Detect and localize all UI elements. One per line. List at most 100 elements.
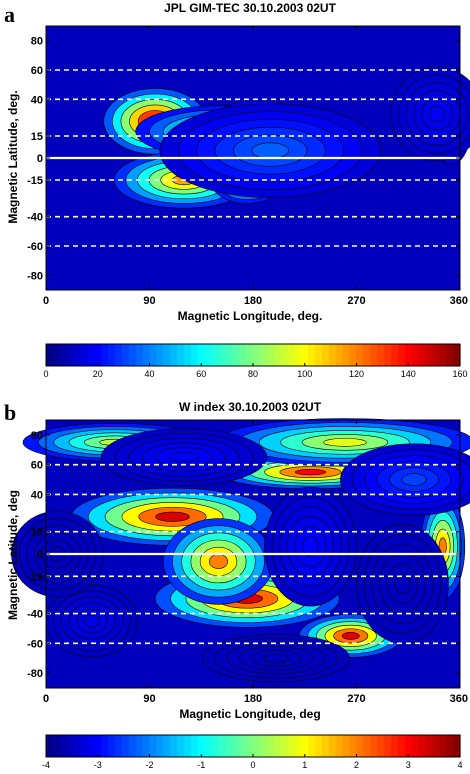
panel-b: b W index 30.10.2003 02UT 806040150-15-4…	[4, 400, 470, 770]
colorbar-segment	[384, 344, 392, 366]
colorbar-tick-label: 1	[302, 760, 307, 770]
colorbar-segment	[149, 344, 157, 366]
colorbar-segment	[135, 344, 144, 366]
contour-feature-3-level-5	[294, 469, 327, 476]
colorbar-tick-label: 2	[354, 760, 359, 770]
colorbar-tick-label: 140	[401, 369, 416, 379]
contour-feature-13-level-5	[302, 536, 319, 557]
x-tick-label: 270	[347, 693, 365, 705]
colorbar-segment	[163, 344, 171, 366]
colorbar-segment	[280, 735, 289, 757]
contour-feature-12-level-5	[401, 473, 427, 486]
colorbar-segment	[301, 735, 309, 757]
panel-b-plot: 80 60 40 15 0 -15 -40 -60 -80 0 90 180 270 360	[11, 418, 470, 705]
colorbar-segment	[87, 735, 95, 757]
panel-letter-a: a	[4, 2, 15, 27]
colorbar-segment	[439, 344, 447, 366]
colorbar-tick-label: 80	[248, 369, 258, 379]
colorbar-segment	[308, 735, 316, 757]
colorbar-segment	[184, 344, 192, 366]
colorbar-segment	[149, 735, 157, 757]
panel-b-colorbar: -4 -3 -2 -1 0 1 2 3 4	[42, 734, 463, 770]
colorbar-segment	[66, 344, 75, 366]
colorbar-segment	[315, 344, 323, 366]
colorbar-segment	[170, 344, 178, 366]
colorbar-segment	[425, 344, 433, 366]
y-tick-label: -15	[27, 571, 43, 583]
y-tick-label: 80	[31, 430, 43, 442]
colorbar-segment	[315, 735, 323, 757]
colorbar-segment	[225, 735, 233, 757]
panel-a-plot: 80 60 40 15 0 -15 -40 -60 -80 0 90 180 270 360	[27, 25, 470, 307]
y-tick-label: 40	[31, 489, 43, 501]
colorbar-tick-label: 3	[406, 760, 411, 770]
colorbar-segment	[363, 344, 371, 366]
colorbar-segment	[328, 344, 337, 366]
colorbar-segment	[87, 344, 95, 366]
colorbar-segment	[335, 735, 344, 757]
colorbar-segment	[94, 735, 102, 757]
colorbar-segment	[432, 344, 440, 366]
colorbar-segment	[356, 344, 364, 366]
colorbar-segment	[121, 344, 130, 366]
colorbar-segment	[142, 735, 151, 757]
colorbar-segment	[197, 344, 206, 366]
colorbar-segment	[184, 735, 192, 757]
colorbar-segment	[73, 344, 82, 366]
y-tick-label: -60	[27, 638, 43, 650]
y-tick-label: -15	[27, 175, 43, 187]
colorbar-segment	[287, 344, 295, 366]
y-tick-label: -60	[27, 241, 43, 253]
colorbar-segment	[328, 735, 337, 757]
colorbar-segment	[342, 344, 351, 366]
y-tick-label: 0	[37, 153, 43, 165]
colorbar-segment	[273, 735, 282, 757]
colorbar-segment	[404, 735, 413, 757]
panel-letter-b: b	[4, 400, 16, 425]
colorbar-segment	[128, 344, 137, 366]
colorbar-segment	[253, 344, 261, 366]
colorbar-segment	[377, 344, 385, 366]
contour-feature-9-level-5	[394, 573, 411, 595]
colorbar-segment	[432, 735, 440, 757]
colorbar-segment	[259, 344, 268, 366]
colorbar-segment	[418, 735, 427, 757]
colorbar-segment	[370, 344, 378, 366]
panel-b-xlabel: Magnetic Longitude, deg	[179, 707, 320, 721]
x-tick-label: 360	[450, 295, 468, 307]
y-tick-label: 60	[31, 460, 43, 472]
y-tick-label: 60	[31, 65, 43, 77]
colorbar-segment	[294, 735, 302, 757]
colorbar-segment	[363, 735, 371, 757]
colorbar-segment	[349, 735, 358, 757]
colorbar-segment	[94, 344, 102, 366]
colorbar-tick-label: 160	[452, 369, 467, 379]
colorbar-segment	[73, 735, 82, 757]
colorbar-segment	[322, 735, 330, 757]
colorbar-segment	[225, 344, 233, 366]
colorbar-segment	[218, 344, 226, 366]
colorbar-segment	[232, 344, 240, 366]
colorbar-tick-label: -3	[94, 760, 102, 770]
colorbar-segment	[308, 344, 316, 366]
colorbar-tick-label: 100	[297, 369, 312, 379]
colorbar-segment	[446, 735, 454, 757]
contour-feature-2-level-5	[341, 632, 360, 640]
panel-a: a JPL GIM-TEC 30.10.2003 02UT 80 60 40 15 0 -…	[4, 1, 470, 379]
y-tick-label: -80	[27, 270, 43, 282]
colorbar-tick-label: 0	[43, 369, 48, 379]
contour-feature-11-level-5	[169, 452, 199, 463]
colorbar-segment	[356, 735, 364, 757]
colorbar-segment	[287, 735, 295, 757]
colorbar-tick-label: 120	[349, 369, 364, 379]
contour-feature-8-level-5	[84, 614, 100, 628]
x-tick-label: 180	[244, 295, 262, 307]
colorbar-segment	[266, 735, 275, 757]
y-tick-label: 15	[31, 527, 43, 539]
colorbar-segment	[46, 735, 54, 757]
y-tick-label: -40	[27, 212, 43, 224]
x-tick-label: 270	[347, 295, 365, 307]
colorbar-tick-label: -2	[145, 760, 153, 770]
y-tick-label: 80	[31, 36, 43, 48]
